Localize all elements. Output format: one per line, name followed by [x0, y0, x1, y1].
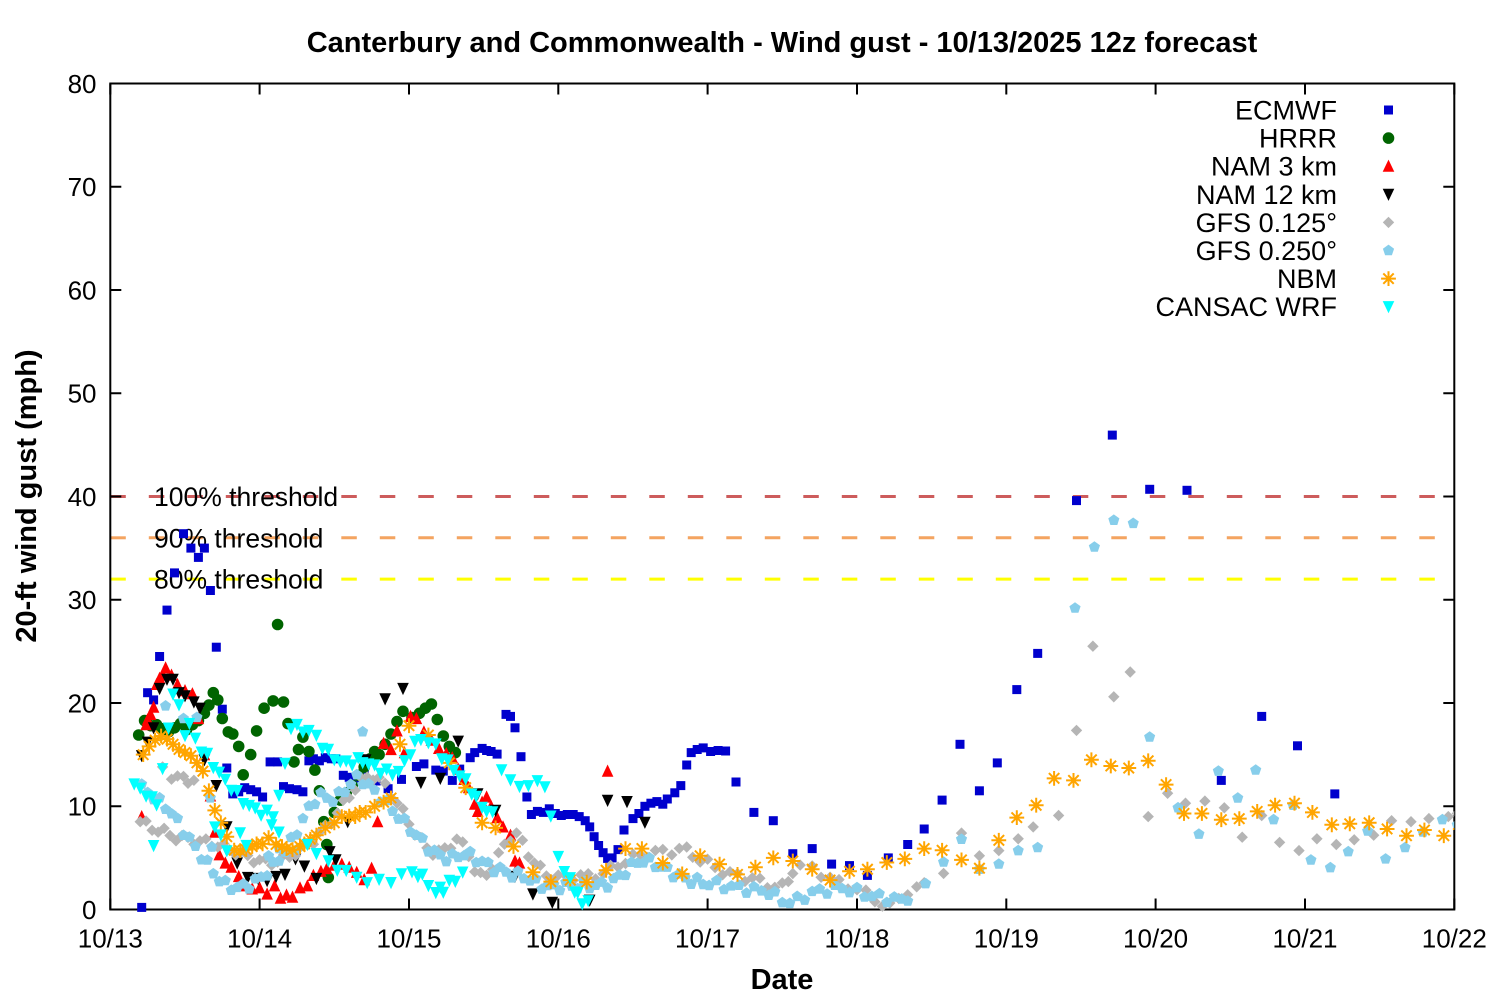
svg-text:10/15: 10/15	[376, 924, 441, 954]
svg-text:HRRR: HRRR	[1259, 124, 1337, 154]
svg-text:10/14: 10/14	[227, 924, 292, 954]
svg-text:30: 30	[68, 585, 97, 615]
svg-text:80: 80	[68, 69, 97, 99]
svg-text:100% threshold: 100% threshold	[154, 482, 338, 512]
svg-text:20: 20	[68, 688, 97, 718]
svg-text:90% threshold: 90% threshold	[154, 523, 323, 553]
svg-text:NAM 3 km: NAM 3 km	[1211, 152, 1337, 182]
svg-text:50: 50	[68, 379, 97, 409]
svg-text:GFS 0.125°: GFS 0.125°	[1196, 208, 1337, 238]
svg-text:10/16: 10/16	[526, 924, 591, 954]
svg-text:Canterbury and Commonwealth -: Canterbury and Commonwealth - Wind gust …	[307, 27, 1258, 59]
svg-text:10/18: 10/18	[824, 924, 889, 954]
svg-text:80% threshold: 80% threshold	[154, 565, 323, 595]
svg-text:40: 40	[68, 482, 97, 512]
svg-text:GFS 0.250°: GFS 0.250°	[1196, 236, 1337, 266]
svg-text:60: 60	[68, 275, 97, 305]
svg-text:NBM: NBM	[1277, 264, 1337, 294]
svg-text:10/19: 10/19	[974, 924, 1039, 954]
svg-text:10: 10	[68, 792, 97, 822]
svg-text:10/13: 10/13	[78, 924, 143, 954]
svg-text:Date: Date	[751, 964, 814, 996]
svg-text:70: 70	[68, 172, 97, 202]
svg-text:10/22: 10/22	[1422, 924, 1487, 954]
svg-text:NAM 12 km: NAM 12 km	[1196, 180, 1337, 210]
svg-text:CANSAC WRF: CANSAC WRF	[1156, 292, 1338, 322]
svg-text:10/21: 10/21	[1272, 924, 1337, 954]
svg-text:10/17: 10/17	[675, 924, 740, 954]
svg-text:ECMWF: ECMWF	[1235, 96, 1337, 126]
svg-text:10/20: 10/20	[1123, 924, 1188, 954]
svg-text:0: 0	[82, 895, 96, 925]
svg-text:20-ft wind gust (mph): 20-ft wind gust (mph)	[11, 349, 43, 642]
